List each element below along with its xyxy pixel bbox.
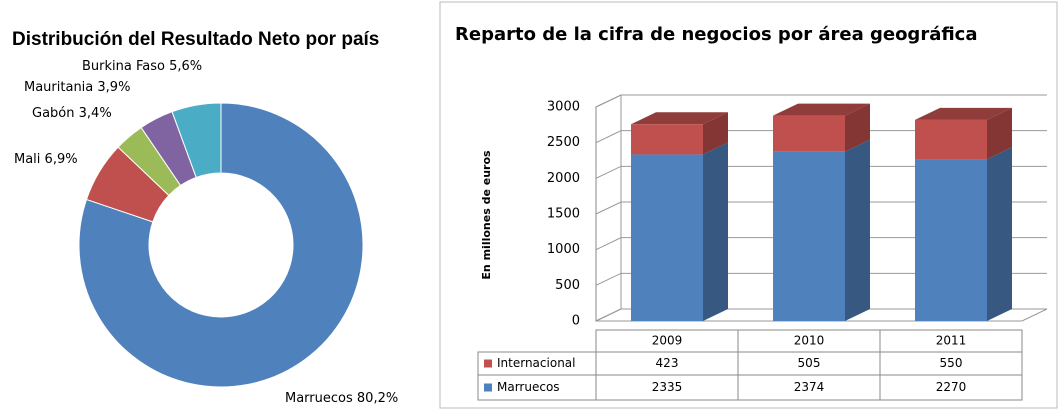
- bar-front: [631, 124, 703, 155]
- bar-front: [773, 151, 845, 321]
- value-label: 3,4%: [79, 106, 112, 121]
- grid-line: [595, 165, 1047, 179]
- legend-key: [484, 359, 492, 368]
- value-label: 5,6%: [169, 59, 202, 74]
- segment-label: Mali 6,9%: [14, 152, 78, 167]
- table-value: 505: [798, 356, 821, 370]
- grid-line: [595, 94, 1047, 108]
- bar-top: [915, 107, 1012, 120]
- chart-title: Reparto de la cifra de negocios por área…: [455, 24, 978, 45]
- bar-front: [915, 119, 987, 160]
- table-value: 550: [940, 356, 963, 370]
- grid-line: [595, 237, 1047, 251]
- x-tick-label: 2010: [794, 334, 825, 348]
- table-value: 423: [656, 356, 679, 370]
- y-tick-label: 2500: [547, 135, 580, 150]
- chart-frame: [439, 1, 1058, 409]
- segment-label: Marruecos 80,2%: [285, 391, 398, 406]
- grid-line: [595, 130, 1047, 144]
- bar-side: [703, 142, 728, 321]
- bar-side: [987, 107, 1012, 160]
- y-tick-label: 1500: [547, 207, 580, 222]
- x-tick-label: 2009: [652, 334, 683, 348]
- category-name: Mali: [14, 152, 40, 167]
- donut-segment: [78, 102, 364, 388]
- grid-line: [595, 201, 1047, 215]
- y-axis-label: En millones de euros: [480, 150, 493, 280]
- chart-title: Distribución del Resultado Neto por país: [12, 29, 379, 50]
- bar-front: [631, 154, 703, 321]
- y-tick-label: 2000: [547, 171, 580, 186]
- bar-side: [703, 112, 728, 155]
- legend-label: Marruecos: [497, 380, 560, 394]
- y-tick-label: 500: [555, 278, 580, 293]
- table-value: 2335: [652, 380, 683, 394]
- legend-key: [484, 383, 492, 392]
- segment-label: Gabón 3,4%: [32, 106, 112, 121]
- value-label: 80,2%: [357, 391, 398, 406]
- y-tick-label: 0: [572, 314, 580, 329]
- category-name: Gabón: [32, 106, 75, 121]
- bar-side: [845, 103, 870, 152]
- category-name: Marruecos: [285, 391, 353, 406]
- bar-top: [631, 112, 728, 125]
- grid-line: [595, 272, 1047, 286]
- segment-label: Mauritania 3,9%: [24, 80, 130, 95]
- value-label: 6,9%: [45, 152, 78, 167]
- category-name: Burkina Faso: [82, 59, 165, 74]
- bar-top: [773, 103, 870, 116]
- table-value: 2374: [794, 380, 825, 394]
- bar-front: [915, 159, 987, 321]
- category-name: Mauritania: [24, 80, 93, 95]
- y-tick-label: 1000: [547, 242, 580, 257]
- table-value: 2270: [936, 380, 967, 394]
- bar-front: [773, 115, 845, 152]
- legend-label: Internacional: [497, 356, 575, 370]
- y-tick-label: 3000: [547, 100, 580, 115]
- grid-line: [595, 308, 1047, 322]
- value-label: 3,9%: [97, 80, 130, 95]
- x-tick-label: 2011: [936, 334, 967, 348]
- bar-side: [987, 147, 1012, 321]
- segment-label: Burkina Faso 5,6%: [82, 59, 202, 74]
- donut-segment: [171, 102, 222, 179]
- bar-side: [845, 139, 870, 321]
